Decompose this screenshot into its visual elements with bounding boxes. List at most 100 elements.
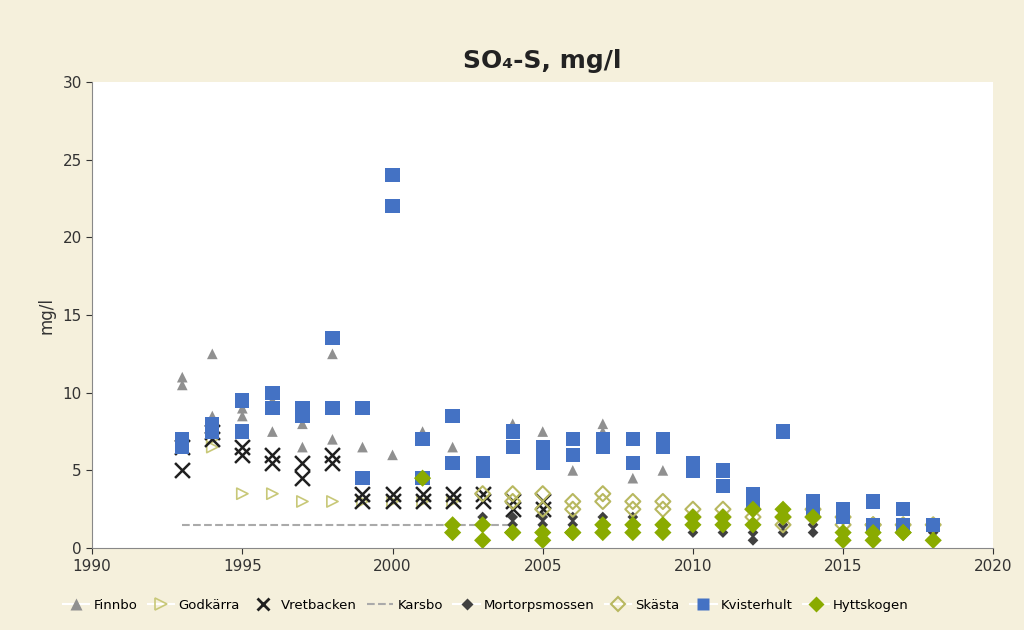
- Point: [744, 504, 761, 514]
- Point: [354, 496, 371, 507]
- Point: [234, 427, 251, 437]
- Point: [925, 527, 941, 537]
- Point: [474, 457, 490, 467]
- Point: [444, 411, 461, 421]
- Point: [294, 457, 310, 467]
- Point: [925, 520, 941, 530]
- Point: [865, 536, 882, 546]
- Point: [474, 466, 490, 476]
- Point: [564, 527, 581, 537]
- Point: [234, 450, 251, 460]
- Point: [535, 512, 551, 522]
- Point: [715, 520, 731, 530]
- Point: [925, 536, 941, 546]
- Point: [444, 496, 461, 507]
- Point: [415, 427, 431, 437]
- Point: [625, 473, 641, 483]
- Point: [474, 512, 490, 522]
- Point: [744, 520, 761, 530]
- Point: [474, 489, 490, 499]
- Point: [535, 504, 551, 514]
- Point: [625, 520, 641, 530]
- Point: [384, 170, 400, 180]
- Point: [625, 434, 641, 444]
- Point: [654, 466, 671, 476]
- Point: [865, 496, 882, 507]
- Point: [204, 434, 220, 444]
- Point: [505, 427, 521, 437]
- Point: [595, 496, 611, 507]
- Point: [415, 473, 431, 483]
- Point: [505, 419, 521, 429]
- Point: [775, 504, 792, 514]
- Point: [444, 520, 461, 530]
- Point: [234, 403, 251, 413]
- Point: [564, 496, 581, 507]
- Point: [715, 512, 731, 522]
- Point: [444, 527, 461, 537]
- Point: [654, 504, 671, 514]
- Point: [505, 512, 521, 522]
- Point: [264, 387, 281, 398]
- Point: [865, 527, 882, 537]
- Point: [505, 442, 521, 452]
- Point: [354, 403, 371, 413]
- Point: [685, 520, 701, 530]
- Point: [595, 434, 611, 444]
- Point: [925, 520, 941, 530]
- Title: SO₄-S, mg/l: SO₄-S, mg/l: [464, 49, 622, 73]
- Point: [415, 496, 431, 507]
- Point: [895, 520, 911, 530]
- Point: [835, 536, 851, 546]
- Point: [715, 512, 731, 522]
- Point: [865, 520, 882, 530]
- Point: [595, 427, 611, 437]
- Point: [925, 520, 941, 530]
- Point: [444, 442, 461, 452]
- Point: [294, 473, 310, 483]
- Point: [654, 527, 671, 537]
- Point: [505, 496, 521, 507]
- Point: [505, 504, 521, 514]
- Point: [835, 527, 851, 537]
- Point: [895, 527, 911, 537]
- Point: [474, 496, 490, 507]
- Point: [835, 527, 851, 537]
- Point: [805, 520, 821, 530]
- Point: [535, 457, 551, 467]
- Point: [174, 380, 190, 390]
- Point: [354, 442, 371, 452]
- Point: [685, 520, 701, 530]
- Point: [744, 496, 761, 507]
- Point: [535, 450, 551, 460]
- Point: [564, 504, 581, 514]
- Point: [595, 520, 611, 530]
- Point: [325, 403, 341, 413]
- Point: [685, 466, 701, 476]
- Point: [505, 527, 521, 537]
- Legend: Finnbo, Godkärra, Vretbacken, Karsbo, Mortorpsmossen, Skästa, Kvisterhult, Hytts: Finnbo, Godkärra, Vretbacken, Karsbo, Mo…: [57, 593, 914, 617]
- Point: [835, 512, 851, 522]
- Point: [715, 527, 731, 537]
- Point: [354, 496, 371, 507]
- Point: [564, 434, 581, 444]
- Point: [654, 434, 671, 444]
- Point: [444, 457, 461, 467]
- Point: [775, 527, 792, 537]
- Point: [474, 489, 490, 499]
- Point: [204, 427, 220, 437]
- Point: [595, 489, 611, 499]
- Point: [174, 466, 190, 476]
- Point: [325, 450, 341, 460]
- Point: [564, 520, 581, 530]
- Point: [595, 520, 611, 530]
- Point: [174, 442, 190, 452]
- Point: [625, 527, 641, 537]
- Point: [474, 457, 490, 467]
- Point: [564, 512, 581, 522]
- Point: [805, 504, 821, 514]
- Point: [325, 434, 341, 444]
- Point: [535, 427, 551, 437]
- Point: [654, 496, 671, 507]
- Point: [805, 504, 821, 514]
